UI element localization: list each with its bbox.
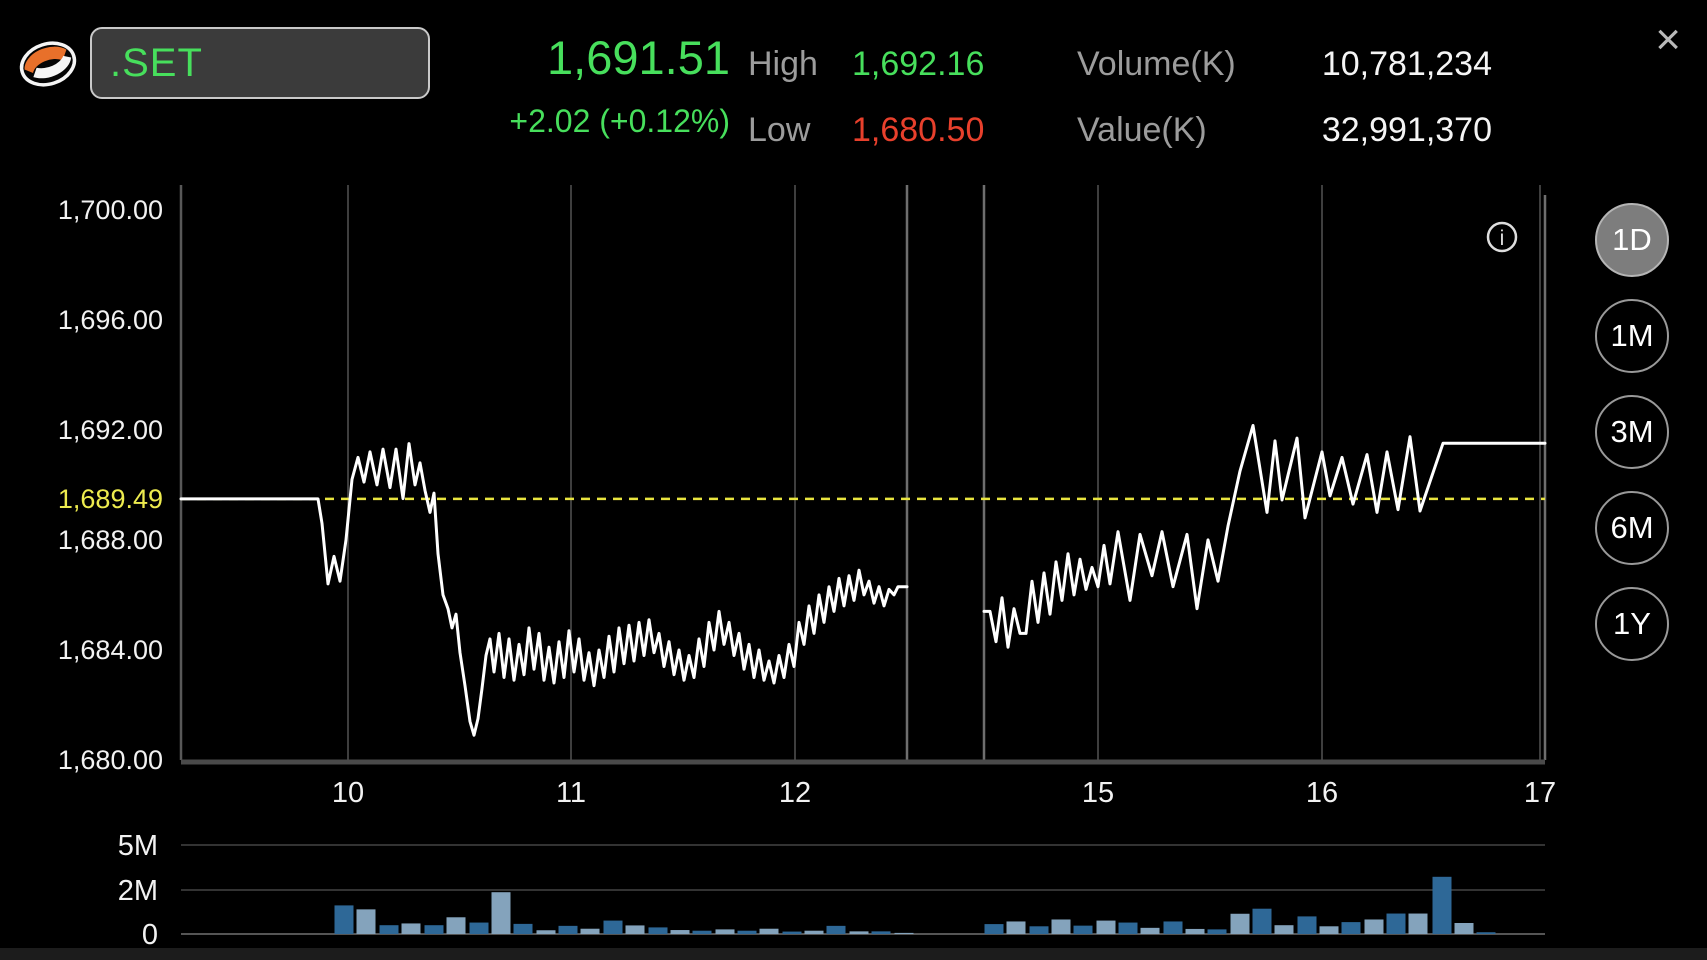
volume-bar: [379, 925, 399, 934]
x-axis-label: 15: [1082, 777, 1114, 809]
range-button-1y[interactable]: 1Y: [1595, 587, 1669, 661]
x-axis-label: 12: [779, 777, 811, 809]
volume-bar: [446, 917, 466, 934]
y-axis-label: 1,684.00: [58, 635, 163, 665]
volume-bar: [1476, 932, 1496, 934]
price-line-morning: [179, 442, 909, 737]
volume-bar: [1185, 928, 1205, 934]
volume-bar: [356, 909, 376, 934]
volume-axis-label: 0: [142, 919, 158, 951]
volume-bar: [894, 932, 914, 934]
volume-bar: [1297, 916, 1317, 934]
prev-close-label: 1,689.49: [58, 484, 163, 514]
volume-bar: [1274, 925, 1294, 934]
volume-bar: [1252, 908, 1272, 934]
volume-bar: [759, 928, 779, 934]
volume-bar: [469, 922, 489, 934]
volume-bar: [558, 925, 578, 934]
volume-bar: [1029, 926, 1049, 934]
x-axis-label: 11: [556, 777, 586, 809]
volume-bar: [1386, 913, 1406, 934]
volume-bar: [1319, 926, 1339, 934]
volume-bar: [1230, 913, 1250, 934]
y-axis-label: 1,680.00: [58, 745, 163, 775]
close-icon[interactable]: ×: [1655, 15, 1681, 64]
x-axis-label: 17: [1524, 777, 1556, 809]
symbol-input[interactable]: .SET: [90, 27, 430, 99]
volume-bar: [491, 892, 511, 934]
bottom-strip: [0, 948, 1707, 960]
volume-bar: [1341, 922, 1361, 934]
volume-bar: [737, 930, 757, 934]
value-value: 32,991,370: [1321, 111, 1492, 149]
x-axis-label: 10: [332, 777, 364, 809]
high-label: High: [748, 45, 818, 83]
volume-axis-label: 2M: [118, 875, 158, 907]
volume-bar: [871, 931, 891, 934]
volume-bar: [692, 930, 712, 934]
volume-bar: [1006, 921, 1026, 934]
volume-bar: [1163, 921, 1183, 934]
volume-bar: [782, 931, 802, 934]
volume-bar: [1364, 919, 1384, 934]
volume-bar: [334, 905, 354, 934]
volume-bar: [648, 927, 668, 934]
y-axis-label: 1,692.00: [58, 415, 163, 445]
info-icon[interactable]: [1486, 221, 1518, 253]
range-button-3m[interactable]: 3M: [1595, 395, 1669, 469]
volume-bar: [1408, 913, 1428, 934]
volume-bar: [401, 923, 421, 934]
volume-bar: [424, 925, 444, 934]
volume-bar: [625, 925, 645, 934]
high-value: 1,692.16: [852, 45, 985, 83]
volume-bar: [1207, 929, 1227, 934]
value-label: Value(K): [1077, 111, 1207, 149]
volume-bar: [513, 923, 533, 934]
x-axis-label: 16: [1306, 777, 1338, 809]
y-axis-label: 1,696.00: [58, 305, 163, 335]
volume-bar: [1432, 876, 1452, 934]
volume-bar: [1118, 922, 1138, 934]
volume-bar: [826, 925, 846, 934]
last-price: 1,691.51: [547, 31, 730, 84]
volume-bar: [536, 930, 556, 934]
y-axis-label: 1,688.00: [58, 525, 163, 555]
volume-bar: [670, 930, 690, 934]
volume-bar: [804, 930, 824, 934]
info-icon-glyph: i: [1500, 227, 1505, 250]
volume-bar: [1140, 927, 1160, 934]
y-axis-label: 1,700.00: [58, 195, 163, 225]
volume-bar: [715, 929, 735, 934]
volume-bar: [1096, 920, 1116, 934]
range-button-1m[interactable]: 1M: [1595, 299, 1669, 373]
volume-bar: [849, 931, 869, 934]
volume-bar: [984, 924, 1004, 934]
volume-axis-label: 5M: [118, 830, 158, 862]
volume-bar: [580, 928, 600, 934]
low-value: 1,680.50: [852, 111, 985, 149]
range-button-6m[interactable]: 6M: [1595, 491, 1669, 565]
volume-value: 10,781,234: [1321, 45, 1492, 83]
volume-bar: [1454, 923, 1474, 934]
price-change: +2.02 (+0.12%): [509, 103, 730, 139]
volume-bar: [603, 920, 623, 934]
volume-label: Volume(K): [1077, 45, 1236, 83]
volume-bar: [1051, 919, 1071, 934]
price-line-afternoon: [982, 424, 1547, 649]
low-label: Low: [748, 111, 811, 149]
symbol-text: .SET: [110, 40, 203, 85]
range-button-1d[interactable]: 1D: [1595, 203, 1669, 277]
broker-logo: [19, 41, 77, 87]
volume-bar: [1073, 925, 1093, 934]
